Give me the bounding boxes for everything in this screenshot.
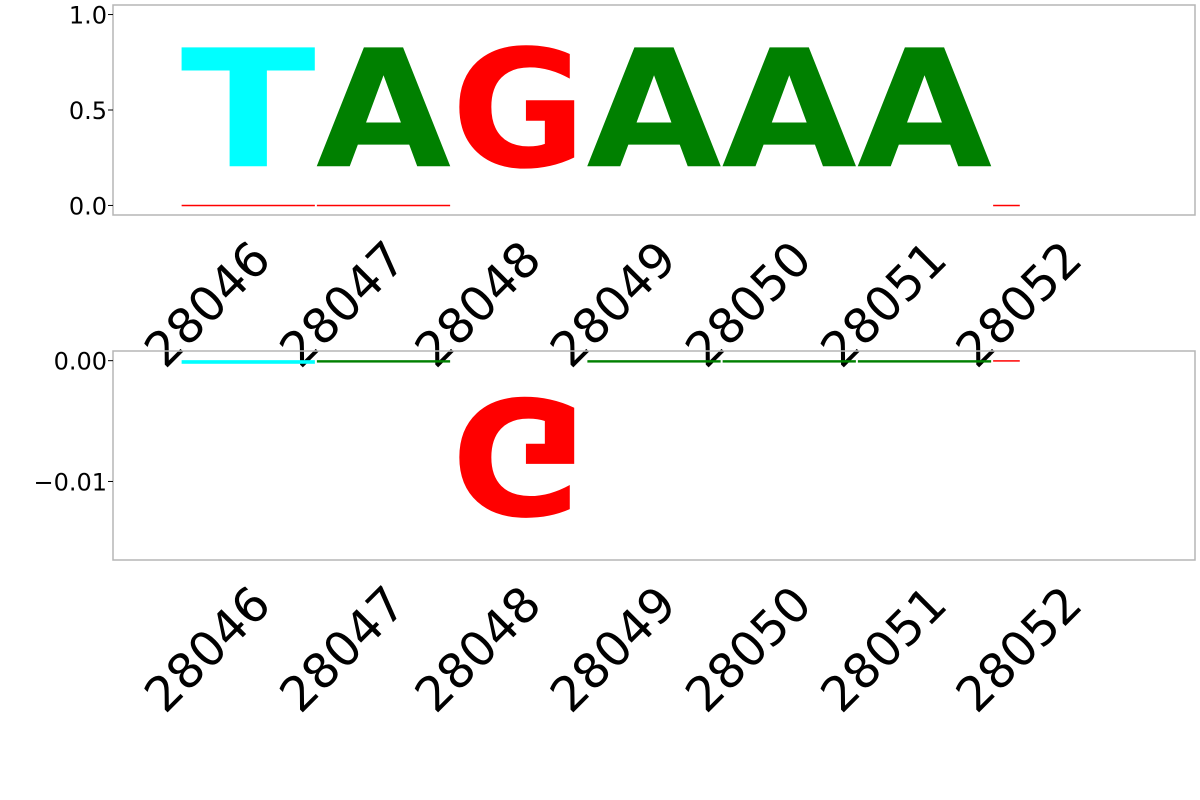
x-tick-label: 28047 xyxy=(269,231,417,379)
logo-panel-positive: 1.0 0.5 0.0 2804628047280482804928050280512… xyxy=(69,2,1196,379)
trace-mark xyxy=(587,360,721,363)
logo-letter-t: T xyxy=(181,14,316,205)
y-tick-label: 0.0 xyxy=(69,192,107,220)
x-tick-label: 28052 xyxy=(946,231,1094,379)
x-tick-label: 28047 xyxy=(269,576,417,724)
x-tick-label: 28050 xyxy=(675,576,823,724)
x-tick-label: 28048 xyxy=(405,576,553,724)
y-tick-label: 0.00 xyxy=(54,348,107,376)
trace-mark xyxy=(181,204,315,207)
y-tick-label: −0.01 xyxy=(33,468,107,496)
x-tick-label: 28051 xyxy=(810,231,958,379)
logo-letter-a: A xyxy=(586,15,721,205)
y-tick-label: 0.5 xyxy=(69,97,107,125)
x-tick-label: 28052 xyxy=(946,576,1094,724)
logo-panel-negative: 0.00 −0.01 2804628047280482804928050280512… xyxy=(33,348,1196,724)
x-tick-label: 28050 xyxy=(675,231,823,379)
logo-letter-g: G xyxy=(451,15,586,205)
trace-mark xyxy=(993,360,1020,362)
logo-letter-a: A xyxy=(857,15,992,205)
trace-mark xyxy=(316,360,451,363)
trace-mark xyxy=(857,360,992,363)
logo-letter-a: A xyxy=(316,15,451,205)
x-tick-label: 28051 xyxy=(810,576,958,724)
x-tick-label: 28046 xyxy=(134,576,282,724)
trace-mark xyxy=(316,204,451,207)
logo-letter-g: G xyxy=(451,361,586,547)
trace-mark xyxy=(722,360,856,363)
logo-letter-a: A xyxy=(722,15,857,205)
x-tick-label: 28048 xyxy=(405,231,553,379)
y-tick-label: 1.0 xyxy=(69,2,107,30)
x-tick-label: 28046 xyxy=(134,231,282,379)
x-tick-label: 28049 xyxy=(540,231,688,379)
trace-mark xyxy=(993,204,1020,207)
plot-frame xyxy=(112,350,1196,561)
trace-mark xyxy=(181,360,315,364)
x-tick-label: 28049 xyxy=(540,576,688,724)
